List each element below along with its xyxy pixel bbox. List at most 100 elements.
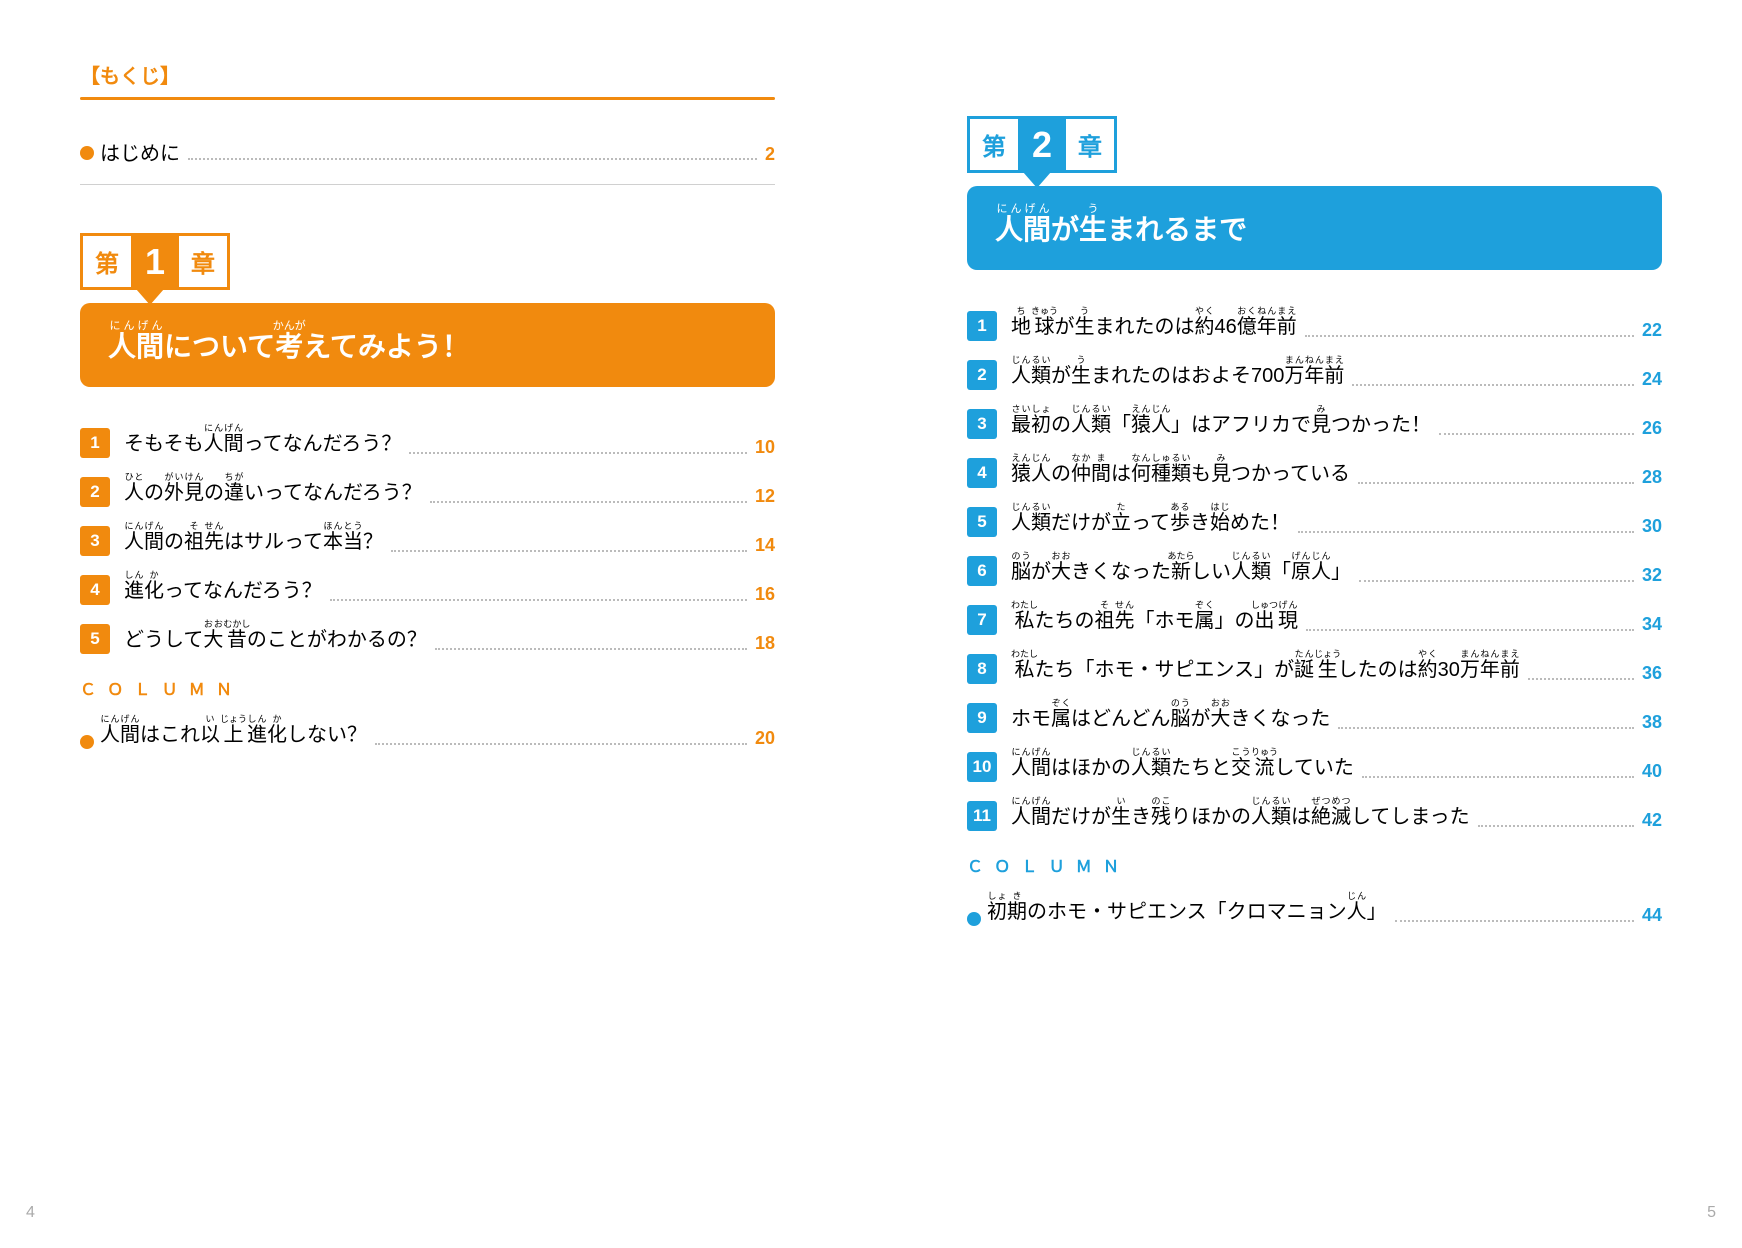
item-text: 地ち球きゅうが生うまれたのは約やく46億おく年ねん前まえ — [1011, 306, 1297, 341]
spread: 【もくじ】 はじめに 2 第 1 章 人にん間げんについて考かんがえてみよう！ … — [0, 0, 1742, 1248]
leader — [188, 144, 757, 160]
toc-item: 6脳のうが大おおきくなった新あたらしい人じん類るい「原げん人じん」32 — [967, 551, 1662, 586]
page-left: 【もくじ】 はじめに 2 第 1 章 人にん間げんについて考かんがえてみよう！ … — [0, 0, 871, 1248]
chapter-post: 章 — [1066, 119, 1114, 170]
bullet-icon — [967, 912, 981, 926]
item-text: 脳のうが大おおきくなった新あたらしい人じん類るい「原げん人じん」 — [1011, 551, 1351, 586]
item-text: 最さい初しょの人じん類るい「猿えん人じん」はアフリカで見みつかった！ — [1011, 404, 1431, 439]
item-number: 6 — [967, 556, 997, 586]
toc-item: 3最さい初しょの人じん類るい「猿えん人じん」はアフリカで見みつかった！26 — [967, 404, 1662, 439]
item-page: 18 — [755, 633, 775, 654]
leader — [1352, 370, 1634, 386]
intro-row: はじめに 2 — [80, 130, 775, 185]
leader — [1298, 517, 1634, 533]
leader — [1359, 566, 1634, 582]
bullet-icon — [80, 146, 94, 160]
item-number: 4 — [967, 458, 997, 488]
toc-item: 1そもそも人にん間げんってなんだろう？10 — [80, 423, 775, 458]
leader — [1528, 664, 1634, 680]
toc-item: 10 人にん間げんはほかの人じん類るいたちと交こう流りゅうしていた 40 — [967, 747, 1662, 782]
item-text: 猿えん人じんの仲なか間まは何なん種しゅ類るいも見みつかっている — [1011, 453, 1350, 488]
item-text: 私わたしたちの祖そ先せん「ホモ属ぞく」の出しゅつ現げん — [1011, 600, 1298, 635]
item-number: 8 — [967, 654, 997, 684]
chapter-bar-1: 人にん間げんについて考かんがえてみよう！ — [80, 303, 775, 387]
column-page: 20 — [755, 728, 775, 749]
item-text: 人ひとの外がい見けんの違ちがいってなんだろう？ — [124, 472, 422, 507]
bullet-icon — [80, 735, 94, 749]
leader — [1395, 906, 1634, 922]
item-number: 2 — [967, 360, 997, 390]
item-number: 4 — [80, 575, 110, 605]
column-page: 44 — [1642, 905, 1662, 926]
item-page: 26 — [1642, 418, 1662, 439]
item-page: 42 — [1642, 810, 1662, 831]
item-page: 36 — [1642, 663, 1662, 684]
item-text: 人じん類るいだけが立たって歩あるき始はじめた！ — [1011, 502, 1290, 537]
item-number: 11 — [967, 801, 997, 831]
chapter-tag-2: 第 2 章 — [967, 116, 1117, 173]
toc-item: 5どうして大おお昔むかしのことがわかるの？18 — [80, 619, 775, 654]
item-number: 2 — [80, 477, 110, 507]
leader — [1358, 468, 1634, 484]
item-page: 24 — [1642, 369, 1662, 390]
leader — [409, 438, 747, 454]
toc-item: 8 私わたしたち「ホモ・サピエンス」が誕たん生じょうしたのは約やく30万まん年ねん… — [967, 649, 1662, 684]
item-page: 16 — [755, 584, 775, 605]
item-text: 人にん間げんだけが生いき残のこりほかの人じん類るいは絶ぜつ滅めつしてしまった — [1011, 796, 1470, 831]
item-text: ホモ属ぞくはどんどん脳のうが大おおきくなった — [1011, 698, 1330, 733]
column-label-2: ＣＯＬＵＭＮ — [967, 853, 1662, 877]
item-number: 10 — [967, 752, 997, 782]
chapter-pre: 第 — [970, 119, 1018, 170]
item-number: 1 — [967, 311, 997, 341]
column-text: 人にん間げんはこれ以い上じょう進しん化かしない？ — [100, 714, 367, 749]
item-page: 40 — [1642, 761, 1662, 782]
chapter1-items: 1そもそも人にん間げんってなんだろう？10 2 人ひとの外がい見けんの違ちがいってな… — [80, 423, 775, 654]
item-page: 34 — [1642, 614, 1662, 635]
page-num-left: 4 — [26, 1204, 35, 1222]
toc-item: 4 猿えん人じんの仲なか間まは何なん種しゅ類るいも見みつかっている 28 — [967, 453, 1662, 488]
toc-item: 2 人じん類るいが生うまれたのはおよそ700万まん年ねん前まえ 24 — [967, 355, 1662, 390]
chapter-num: 2 — [1018, 119, 1066, 170]
toc-item: 3人にん間げんの祖そ先せんはサルって本ほん当とう？14 — [80, 521, 775, 556]
page-num-right: 5 — [1707, 1204, 1716, 1222]
item-text: 人にん間げんはほかの人じん類るいたちと交こう流りゅうしていた — [1011, 747, 1354, 782]
leader — [330, 585, 747, 601]
chapter-pre: 第 — [83, 236, 131, 287]
item-number: 1 — [80, 428, 110, 458]
toc-item: 9ホモ属ぞくはどんどん脳のうが大おおきくなった38 — [967, 698, 1662, 733]
chapter2-items: 1地ち球きゅうが生うまれたのは約やく46億おく年ねん前まえ222人じん類るいが生… — [967, 306, 1662, 831]
toc-header: 【もくじ】 — [80, 60, 775, 89]
item-number: 9 — [967, 703, 997, 733]
item-text: 進しん化かってなんだろう？ — [124, 570, 322, 605]
chapter-tag-1: 第 1 章 — [80, 233, 230, 290]
leader — [430, 487, 747, 503]
item-number: 7 — [967, 605, 997, 635]
page-right: 第 2 章 人にん間げんが生うまれるまで 1 地ち球きゅうが生うまれたのは約やく4… — [871, 0, 1742, 1248]
item-text: 人にん間げんの祖そ先せんはサルって本ほん当とう？ — [124, 521, 383, 556]
header-rule — [80, 97, 775, 100]
toc-item: 2人ひとの外がい見けんの違ちがいってなんだろう？12 — [80, 472, 775, 507]
item-text: どうして大おお昔むかしのことがわかるの？ — [124, 619, 427, 654]
item-number: 5 — [967, 507, 997, 537]
chapter1-column-items: 人にん間げんはこれ以い上じょう進しん化かしない？ 20 — [80, 714, 775, 749]
leader — [1362, 762, 1634, 778]
intro-label: はじめに — [100, 140, 180, 168]
toc-item: 4 進しん化かってなんだろう？ 16 — [80, 570, 775, 605]
toc-item: 5 人じん類るいだけが立たって歩あるき始はじめた！ 30 — [967, 502, 1662, 537]
item-page: 30 — [1642, 516, 1662, 537]
item-page: 22 — [1642, 320, 1662, 341]
item-text: 人じん類るいが生うまれたのはおよそ700万まん年ねん前まえ — [1011, 355, 1344, 390]
item-page: 28 — [1642, 467, 1662, 488]
chapter-arrow-2 — [1023, 172, 1051, 188]
leader — [1478, 811, 1634, 827]
chapter-bar-2: 人にん間げんが生うまれるまで — [967, 186, 1662, 270]
toc-item: 1 地ち球きゅうが生うまれたのは約やく46億おく年ねん前まえ 22 — [967, 306, 1662, 341]
toc-item: 7 私わたしたちの祖そ先せん「ホモ属ぞく」の出しゅつ現げん 34 — [967, 600, 1662, 635]
chapter-num: 1 — [131, 236, 179, 287]
leader — [391, 536, 747, 552]
leader — [1305, 321, 1634, 337]
leader — [435, 634, 747, 650]
item-text: 私わたしたち「ホモ・サピエンス」が誕たん生じょうしたのは約やく30万まん年ねん前… — [1011, 649, 1520, 684]
column-item: 初しょ期きのホモ・サピエンス「クロマニョン人じん」44 — [967, 891, 1662, 926]
chapter-arrow-1 — [136, 289, 164, 305]
